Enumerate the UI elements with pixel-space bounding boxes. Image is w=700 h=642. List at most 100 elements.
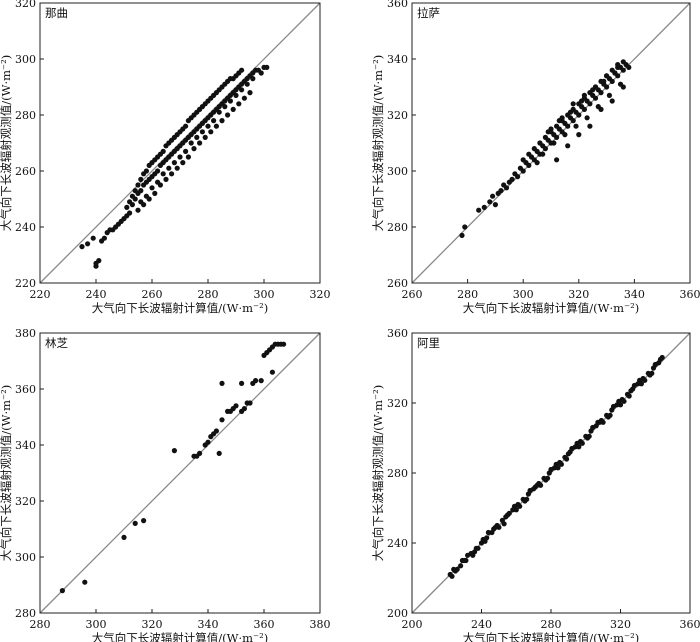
data-point <box>264 64 270 70</box>
data-point <box>482 538 488 544</box>
scatter-panel-1: 220 240 260 280 300 320 220 240 260 280 300 320 那曲大气… <box>0 0 331 315</box>
data-point <box>564 456 570 462</box>
data-point <box>213 123 219 129</box>
data-point <box>185 154 191 160</box>
data-point <box>96 258 102 264</box>
data-point <box>475 545 481 551</box>
data-point <box>216 109 222 115</box>
data-point <box>554 134 560 140</box>
data-point <box>610 403 617 410</box>
data-point <box>174 165 180 171</box>
data-point <box>132 520 138 527</box>
y-tick-label: 280 <box>15 607 36 620</box>
y-tick-label: 280 <box>387 221 408 234</box>
data-point <box>604 84 610 90</box>
data-point <box>576 112 582 118</box>
data-point <box>628 388 634 394</box>
y-tick-label: 200 <box>387 607 408 620</box>
data-point <box>558 461 565 467</box>
data-point <box>188 140 194 146</box>
data-point <box>149 185 155 191</box>
data-point <box>143 168 149 174</box>
data-point <box>592 95 599 101</box>
data-point <box>587 123 593 129</box>
data-point <box>573 123 579 129</box>
data-point <box>169 171 175 177</box>
y-tick-label: 320 <box>15 0 36 10</box>
y-tick-label: 360 <box>387 0 408 10</box>
data-point <box>171 448 177 454</box>
data-point <box>581 92 588 98</box>
y-tick-label: 220 <box>15 277 36 290</box>
data-point <box>146 196 152 202</box>
data-point <box>579 440 585 446</box>
data-point <box>219 380 225 386</box>
plot-frame <box>39 2 321 284</box>
x-tick-label: 240 <box>471 618 492 631</box>
data-point <box>503 514 509 520</box>
y-tick-label: 320 <box>387 109 408 122</box>
data-point <box>183 123 189 129</box>
y-tick-label: 300 <box>15 551 36 564</box>
x-axis-label: 大气向下长波辐射计算值/(W·m⁻²) <box>92 631 268 642</box>
data-point <box>612 70 618 76</box>
data-point <box>576 132 582 138</box>
data-point <box>194 134 200 140</box>
y-tick-label: 340 <box>15 439 36 452</box>
x-tick-label: 320 <box>142 618 163 631</box>
plot-frame <box>39 332 321 614</box>
data-point <box>569 445 575 452</box>
data-point <box>587 101 593 107</box>
panel-title: 林芝 <box>45 336 68 350</box>
x-tick-label: 280 <box>541 618 562 631</box>
data-point <box>216 450 222 456</box>
data-point <box>152 190 158 196</box>
data-point <box>492 524 498 530</box>
x-tick-label: 300 <box>513 288 534 301</box>
data-point <box>498 188 504 194</box>
data-point <box>250 76 256 82</box>
data-point <box>197 450 203 456</box>
data-point <box>233 403 239 409</box>
data-point <box>517 503 523 509</box>
data-point <box>598 90 604 96</box>
scatter-panel-3: 280 300 320 340 360 380 280 300 320 340 360 380 林芝大气… <box>0 327 331 642</box>
data-point <box>617 402 624 408</box>
data-point <box>225 112 231 118</box>
scatter-panel-2: 260 280 300 320 340 360 260 280 300 320 340 360 拉萨大气… <box>371 0 700 315</box>
data-point <box>127 210 133 216</box>
y-tick-label: 240 <box>15 221 36 234</box>
y-tick-label: 320 <box>387 397 408 410</box>
data-point <box>534 160 540 166</box>
x-tick-label: 300 <box>254 288 275 301</box>
y-tick-label: 300 <box>387 165 408 178</box>
data-point <box>239 67 245 73</box>
x-tick-label: 340 <box>198 618 219 631</box>
panel-title: 拉萨 <box>417 6 440 20</box>
data-point <box>138 188 144 194</box>
x-tick-label: 240 <box>86 288 107 301</box>
data-point <box>590 424 596 431</box>
x-tick-label: 340 <box>624 288 645 301</box>
x-tick-label: 260 <box>142 288 163 301</box>
data-point <box>626 64 632 70</box>
x-tick-label: 280 <box>30 618 51 631</box>
data-point <box>171 160 177 166</box>
data-point <box>177 154 183 160</box>
data-point <box>247 400 253 406</box>
data-point <box>652 361 658 368</box>
data-point <box>85 241 91 247</box>
x-tick-label: 320 <box>568 288 589 301</box>
scatter-panel-4: 200 240 280 320 360 200 240 280 320 360 阿里大气向下长波辐射… <box>371 327 700 642</box>
x-axis-label: 大气向下长波辐射计算值/(W·m⁻²) <box>463 631 639 642</box>
y-axis-label: 大气向下长波辐射观测值/(W·m⁻²) <box>371 55 385 231</box>
data-point <box>160 148 166 154</box>
points-group <box>79 64 270 269</box>
data-point <box>501 521 507 527</box>
data-point <box>604 73 610 79</box>
data-point <box>258 70 264 76</box>
x-tick-label: 360 <box>680 618 700 631</box>
data-point <box>258 378 264 384</box>
x-tick-label: 260 <box>402 288 423 301</box>
data-point <box>503 185 510 191</box>
